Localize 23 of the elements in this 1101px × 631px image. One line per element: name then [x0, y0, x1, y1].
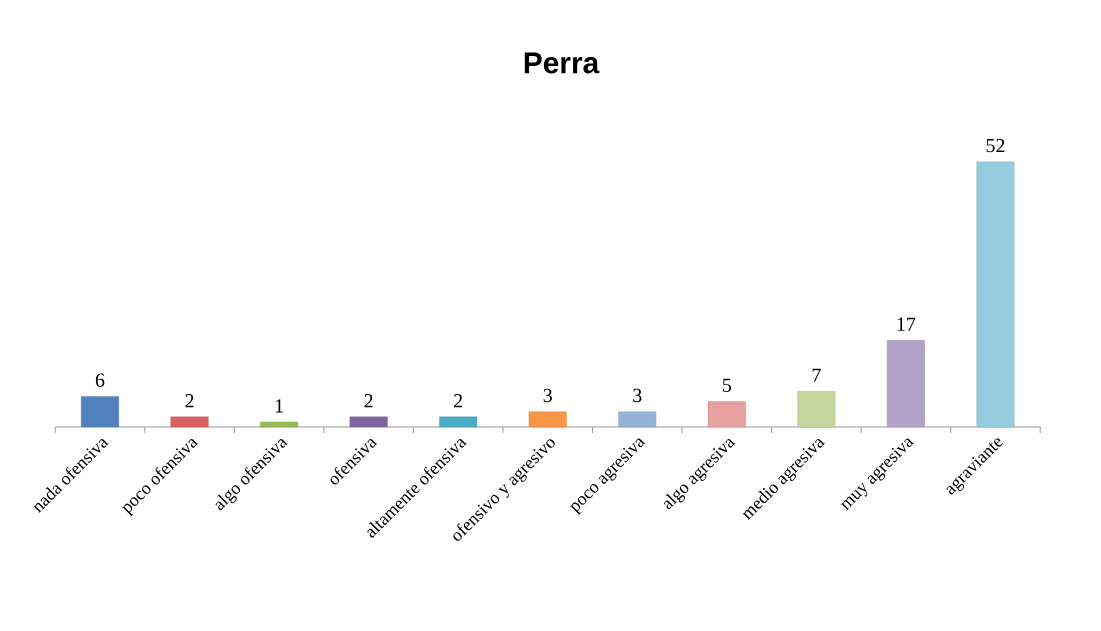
bar	[886, 340, 925, 428]
bar	[618, 411, 657, 428]
data-label: 1	[275, 399, 283, 413]
bar	[260, 421, 299, 428]
data-label: 5	[723, 378, 732, 392]
bar	[170, 416, 209, 428]
data-label: 2	[364, 394, 373, 408]
data-label: 2	[185, 394, 194, 408]
bar	[528, 411, 567, 428]
bar	[797, 391, 836, 428]
bar	[707, 401, 746, 428]
data-label: 7	[812, 368, 821, 382]
data-label: 6	[95, 373, 105, 387]
bar	[439, 416, 478, 428]
data-label: 52	[986, 138, 1005, 153]
data-label: 3	[543, 388, 552, 403]
bar	[349, 416, 388, 428]
bar	[81, 396, 119, 428]
chart-title: Perra	[524, 52, 600, 74]
data-label: 2	[454, 394, 463, 408]
bar	[976, 161, 1015, 428]
data-label: 3	[633, 388, 642, 403]
data-label: 17	[897, 317, 916, 331]
